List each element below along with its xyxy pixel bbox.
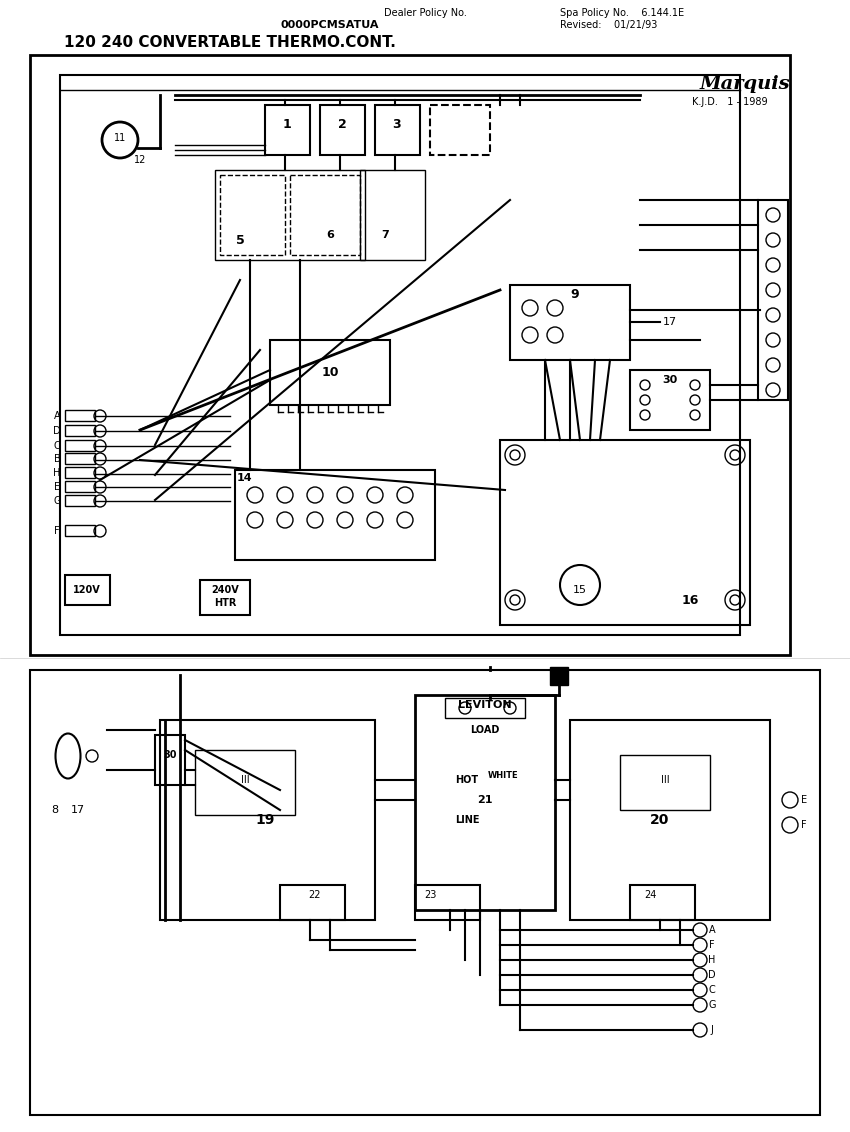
Text: K.J.D.   1 - 1989: K.J.D. 1 - 1989 bbox=[692, 97, 768, 108]
Bar bbox=[415, 695, 555, 910]
Bar bbox=[320, 105, 365, 155]
Text: 14: 14 bbox=[237, 473, 252, 483]
Text: 120V: 120V bbox=[73, 585, 101, 595]
Text: LOAD: LOAD bbox=[470, 724, 500, 735]
Bar bbox=[200, 580, 250, 615]
Bar bbox=[510, 285, 630, 360]
Bar bbox=[65, 424, 95, 436]
Bar bbox=[570, 720, 770, 920]
Bar bbox=[758, 200, 788, 400]
Text: G: G bbox=[708, 1000, 716, 1010]
Text: 11: 11 bbox=[114, 132, 126, 143]
Text: 17: 17 bbox=[71, 805, 85, 815]
Text: G: G bbox=[54, 496, 60, 506]
Text: HTR: HTR bbox=[214, 598, 236, 608]
Bar bbox=[620, 755, 710, 811]
Text: D: D bbox=[708, 970, 716, 980]
Text: 30: 30 bbox=[662, 375, 677, 385]
Bar bbox=[65, 575, 110, 604]
Text: HOT: HOT bbox=[456, 775, 479, 784]
Bar bbox=[430, 105, 490, 155]
Bar bbox=[630, 885, 695, 920]
Bar bbox=[160, 720, 375, 920]
Bar bbox=[220, 175, 285, 255]
Bar bbox=[500, 440, 750, 625]
Text: 17: 17 bbox=[663, 317, 677, 327]
Bar bbox=[30, 55, 790, 655]
Bar bbox=[65, 468, 95, 478]
Bar bbox=[65, 495, 95, 506]
Bar bbox=[60, 75, 740, 635]
Text: E: E bbox=[54, 482, 60, 492]
Text: 3: 3 bbox=[393, 119, 401, 131]
Text: 23: 23 bbox=[424, 890, 436, 900]
Text: Dealer Policy No.: Dealer Policy No. bbox=[383, 8, 467, 18]
Text: 240V: 240V bbox=[211, 585, 239, 595]
Text: 1: 1 bbox=[282, 119, 292, 131]
Text: Spa Policy No.    6.144.1E: Spa Policy No. 6.144.1E bbox=[560, 8, 684, 18]
Bar bbox=[290, 175, 360, 255]
Text: B: B bbox=[54, 454, 60, 464]
Text: 9: 9 bbox=[570, 289, 580, 301]
Text: 5: 5 bbox=[235, 233, 244, 247]
Bar bbox=[65, 453, 95, 464]
Text: 6: 6 bbox=[326, 230, 334, 240]
Bar bbox=[155, 735, 185, 784]
Bar bbox=[65, 440, 95, 451]
Bar bbox=[265, 105, 310, 155]
Text: 15: 15 bbox=[573, 585, 587, 595]
Bar bbox=[65, 525, 95, 535]
Text: F: F bbox=[709, 940, 715, 950]
Text: 7: 7 bbox=[381, 230, 388, 240]
Text: 120 240 CONVERTABLE THERMO.CONT.: 120 240 CONVERTABLE THERMO.CONT. bbox=[64, 35, 396, 50]
Text: Revised:    01/21/93: Revised: 01/21/93 bbox=[560, 20, 657, 31]
Bar bbox=[65, 481, 95, 492]
Bar bbox=[195, 751, 295, 815]
Text: 30: 30 bbox=[163, 751, 177, 760]
Text: 16: 16 bbox=[682, 593, 699, 607]
Text: III: III bbox=[660, 775, 669, 784]
Text: A: A bbox=[709, 925, 716, 935]
Bar bbox=[235, 470, 435, 560]
Bar bbox=[280, 885, 345, 920]
Text: 8: 8 bbox=[52, 805, 59, 815]
Text: H: H bbox=[54, 468, 60, 478]
Text: C: C bbox=[54, 441, 60, 451]
Text: III: III bbox=[241, 775, 249, 784]
Text: 12: 12 bbox=[133, 155, 146, 165]
Bar bbox=[65, 410, 95, 421]
Text: Marquis: Marquis bbox=[700, 75, 790, 93]
Bar bbox=[375, 105, 420, 155]
Text: 24: 24 bbox=[643, 890, 656, 900]
Text: 0000PCMSATUA: 0000PCMSATUA bbox=[280, 20, 379, 31]
Bar bbox=[360, 170, 425, 260]
Text: E: E bbox=[801, 795, 807, 805]
Text: C: C bbox=[709, 985, 716, 995]
Text: F: F bbox=[802, 820, 807, 830]
Text: F: F bbox=[54, 526, 60, 535]
Bar bbox=[415, 885, 480, 920]
Text: J: J bbox=[711, 1024, 713, 1035]
Text: LINE: LINE bbox=[455, 815, 479, 825]
Text: WHITE: WHITE bbox=[488, 771, 518, 780]
Bar bbox=[445, 698, 525, 718]
Text: 2: 2 bbox=[337, 119, 346, 131]
Text: LEVITON: LEVITON bbox=[458, 700, 512, 710]
Bar bbox=[30, 670, 820, 1115]
Bar bbox=[215, 170, 365, 260]
Text: A: A bbox=[54, 411, 60, 421]
Text: D: D bbox=[54, 426, 61, 436]
Text: 20: 20 bbox=[650, 813, 670, 827]
Text: 22: 22 bbox=[309, 890, 321, 900]
Text: H: H bbox=[708, 955, 716, 964]
Text: 21: 21 bbox=[477, 795, 493, 805]
Bar bbox=[550, 667, 568, 685]
Bar bbox=[270, 340, 390, 405]
Text: 19: 19 bbox=[255, 813, 275, 827]
Text: 10: 10 bbox=[321, 366, 339, 378]
Bar bbox=[630, 370, 710, 430]
